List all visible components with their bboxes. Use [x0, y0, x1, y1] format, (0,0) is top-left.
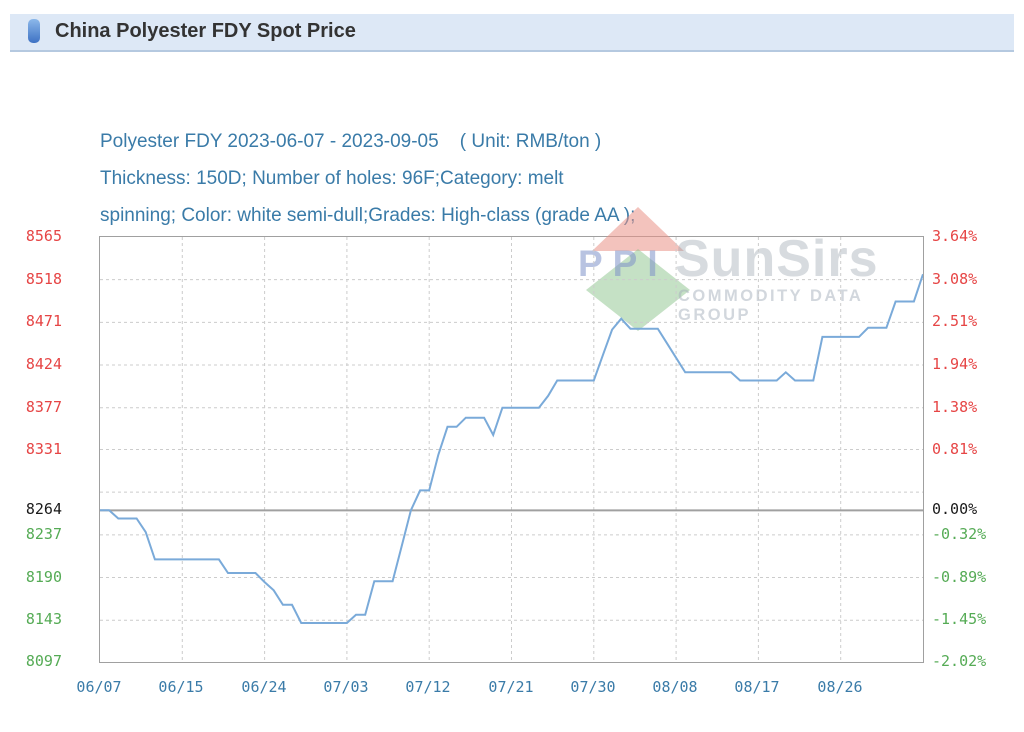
- x-tick-label: 08/08: [652, 678, 698, 696]
- price-series-line: [100, 273, 923, 624]
- y-tick-label-right: -2.02%: [932, 652, 987, 670]
- y-tick-label-right: 1.38%: [932, 398, 978, 416]
- x-tick-label: 06/24: [241, 678, 287, 696]
- x-tick-label: 06/15: [158, 678, 204, 696]
- x-tick-label: 07/30: [570, 678, 616, 696]
- y-tick-label-right: -0.32%: [932, 525, 987, 543]
- y-tick-label-left: 8424: [25, 355, 62, 373]
- y-tick-label-left: 8143: [25, 610, 62, 628]
- x-tick-label: 07/03: [323, 678, 369, 696]
- y-tick-label-right: -0.89%: [932, 568, 987, 586]
- y-tick-label-left: 8471: [25, 312, 62, 330]
- plot-area: PPI SunSirs COMMODITY DATA GROUP: [99, 207, 924, 663]
- y-tick-label-left: 8565: [25, 227, 62, 245]
- y-tick-label-left: 8237: [25, 525, 62, 543]
- y-tick-label-right: 1.94%: [932, 355, 978, 373]
- y-tick-label-left: 8518: [25, 270, 62, 288]
- y-tick-label-left: 8331: [25, 440, 62, 458]
- chart-heading-line3: spinning; Color: white semi-dull;Grades:…: [100, 205, 636, 226]
- blue-pill-icon: [28, 19, 40, 43]
- y-tick-label-left: 8264: [25, 500, 62, 518]
- price-line-chart: [100, 237, 923, 662]
- section-header-bar: China Polyester FDY Spot Price: [10, 14, 1014, 52]
- x-tick-label: 08/26: [817, 678, 863, 696]
- y-tick-label-right: 0.81%: [932, 440, 978, 458]
- y-tick-label-right: 3.64%: [932, 227, 978, 245]
- y-tick-label-left: 8377: [25, 398, 62, 416]
- page-title: China Polyester FDY Spot Price: [55, 20, 356, 42]
- x-tick-label: 07/12: [405, 678, 451, 696]
- y-tick-label-right: 0.00%: [932, 500, 978, 518]
- y-tick-label-right: 3.08%: [932, 270, 978, 288]
- chart-heading-line1: Polyester FDY 2023-06-07 - 2023-09-05 ( …: [100, 131, 602, 152]
- y-tick-label-right: -1.45%: [932, 610, 987, 628]
- y-tick-label-left: 8190: [25, 568, 62, 586]
- chart-heading-line2: Thickness: 150D; Number of holes: 96F;Ca…: [100, 168, 564, 189]
- chart-heading: Polyester FDY 2023-06-07 - 2023-09-05 ( …: [100, 123, 635, 234]
- x-tick-label: 07/21: [488, 678, 534, 696]
- y-tick-label-right: 2.51%: [932, 312, 978, 330]
- x-tick-label: 06/07: [76, 678, 122, 696]
- x-tick-label: 08/17: [734, 678, 780, 696]
- y-tick-label-left: 8097: [25, 652, 62, 670]
